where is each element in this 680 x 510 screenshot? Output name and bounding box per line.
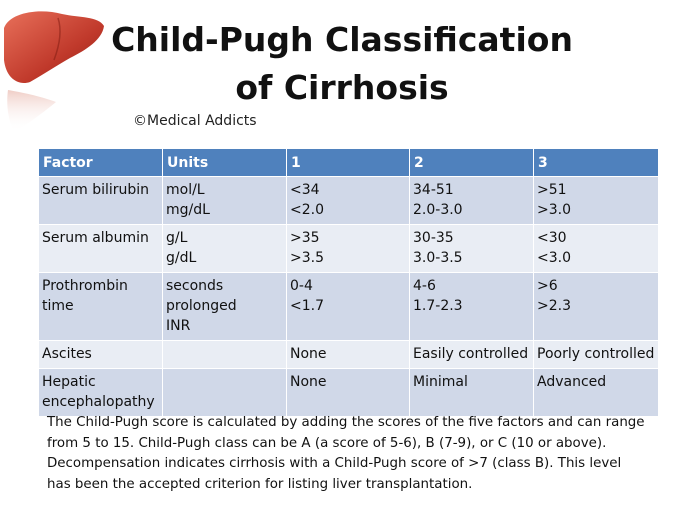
score-2-cell: 4-6 1.7-2.3 <box>409 272 534 341</box>
header-score-3: 3 <box>533 148 659 177</box>
score-1-cell: <34 <2.0 <box>286 176 410 225</box>
score-3-cell: >51 >3.0 <box>533 176 659 225</box>
liver-icon <box>4 11 104 132</box>
score-2-cell: 34-51 2.0-3.0 <box>409 176 534 225</box>
factor-cell: Serum albumin <box>38 224 163 273</box>
table-row: Ascites None Easily controlled Poorly co… <box>38 340 659 369</box>
score-3-cell: <30 <3.0 <box>533 224 659 273</box>
table-row: Serum bilirubin mol/L mg/dL <34 <2.0 34-… <box>38 176 659 225</box>
score-3-cell: >6 >2.3 <box>533 272 659 341</box>
units-cell: g/L g/dL <box>162 224 287 273</box>
score-1-cell: None <box>286 368 410 417</box>
units-cell <box>162 368 287 417</box>
score-1-cell: 0-4 <1.7 <box>286 272 410 341</box>
units-cell: seconds prolonged INR <box>162 272 287 341</box>
factor-cell: Ascites <box>38 340 163 369</box>
units-cell <box>162 340 287 369</box>
score-3-cell: Poorly controlled <box>533 340 659 369</box>
explanation-paragraph: The Child-Pugh score is calculated by ad… <box>47 415 645 492</box>
header-score-2: 2 <box>409 148 534 177</box>
header-score-1: 1 <box>286 148 410 177</box>
header-factor: Factor <box>38 148 163 177</box>
table-row: Hepatic encephalopathy None Minimal Adva… <box>38 368 659 417</box>
classification-table: Factor Units 1 2 3 Serum bilirubin mol/L… <box>38 148 659 417</box>
table-row: Prothrombin time seconds prolonged INR 0… <box>38 272 659 341</box>
credit-text: ©Medical Addicts <box>133 113 257 129</box>
factor-cell: Prothrombin time <box>38 272 163 341</box>
score-1-cell: None <box>286 340 410 369</box>
score-2-cell: 30-35 3.0-3.5 <box>409 224 534 273</box>
factor-cell: Hepatic encephalopathy <box>38 368 163 417</box>
score-2-cell: Easily controlled <box>409 340 534 369</box>
header-units: Units <box>162 148 287 177</box>
factor-cell: Serum bilirubin <box>38 176 163 225</box>
score-2-cell: Minimal <box>409 368 534 417</box>
table-row: Serum albumin g/L g/dL >35 >3.5 30-35 3.… <box>38 224 659 273</box>
page-title: Child-Pugh Classification of Cirrhosis <box>111 20 573 107</box>
score-1-cell: >35 >3.5 <box>286 224 410 273</box>
score-3-cell: Advanced <box>533 368 659 417</box>
units-cell: mol/L mg/dL <box>162 176 287 225</box>
table-header-row: Factor Units 1 2 3 <box>38 148 659 177</box>
